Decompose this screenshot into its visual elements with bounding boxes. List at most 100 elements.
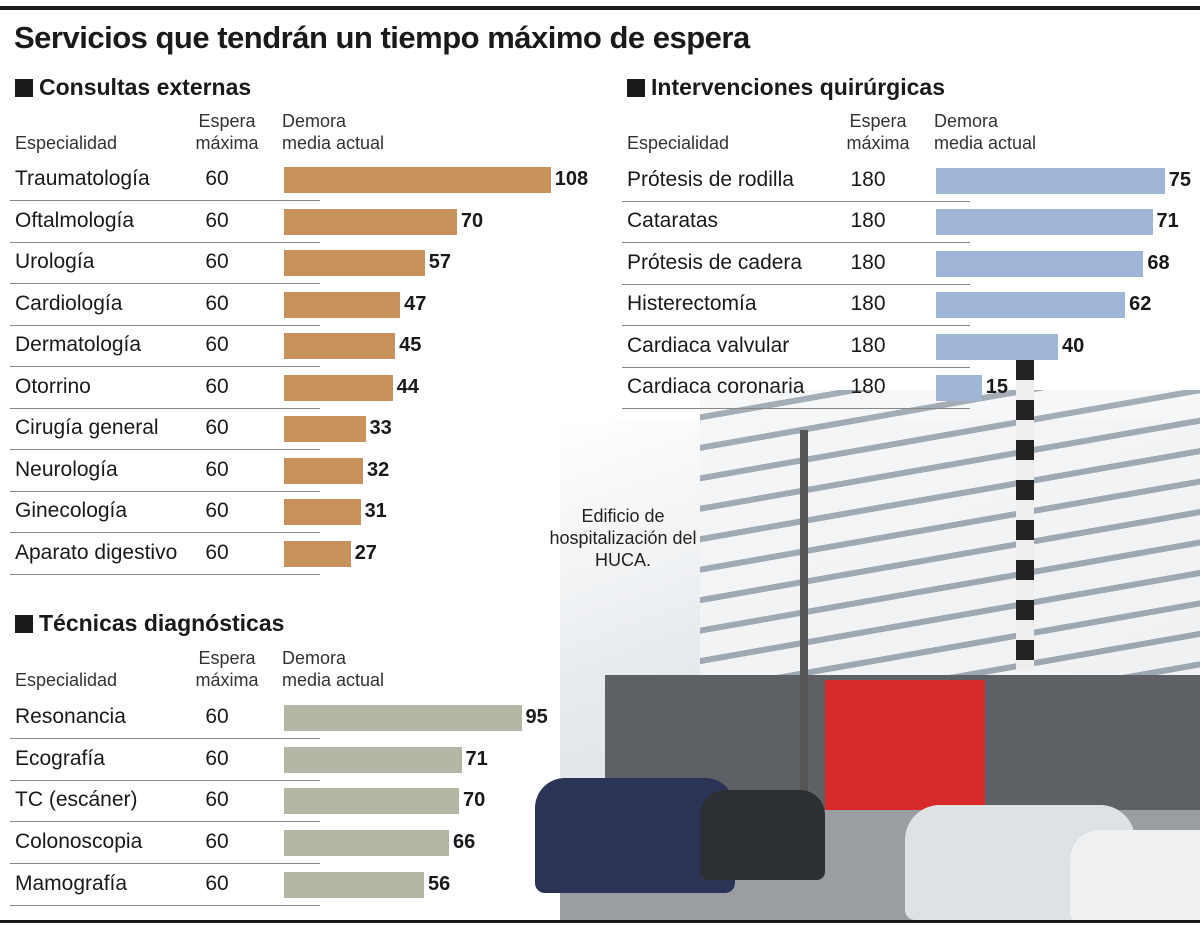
bar bbox=[284, 830, 449, 857]
value-label: 70 bbox=[463, 789, 486, 812]
category-label: Urología bbox=[15, 250, 95, 273]
panel-title: Intervenciones quirúrgicas bbox=[627, 74, 945, 101]
bar bbox=[284, 333, 396, 359]
value-label: 32 bbox=[367, 458, 390, 481]
category-label: Prótesis de cadera bbox=[627, 250, 803, 274]
car bbox=[1070, 830, 1200, 922]
row-separator bbox=[622, 325, 970, 327]
max-wait: 60 bbox=[205, 705, 229, 728]
row-separator bbox=[622, 283, 970, 285]
value-label: 45 bbox=[399, 334, 422, 356]
category-label: Oftalmología bbox=[15, 208, 135, 232]
row-separator bbox=[10, 779, 320, 781]
category-label: Ecografía bbox=[15, 746, 105, 770]
building bbox=[700, 390, 1200, 690]
row-separator bbox=[10, 738, 320, 739]
bar bbox=[284, 746, 462, 773]
value-label: 108 bbox=[554, 168, 589, 190]
bar bbox=[284, 540, 351, 567]
row-separator bbox=[10, 904, 320, 906]
max-wait: 60 bbox=[205, 499, 229, 522]
row-separator bbox=[10, 449, 320, 450]
max-wait: 180 bbox=[850, 250, 886, 274]
value-label: 15 bbox=[985, 376, 1008, 398]
category-label: Mamografía bbox=[15, 871, 128, 895]
top-rule bbox=[0, 6, 1200, 10]
category-label: Aparato digestivo bbox=[15, 540, 178, 564]
row-separator bbox=[10, 241, 320, 243]
value-label: 27 bbox=[354, 541, 377, 564]
category-label: Cardiología bbox=[15, 291, 123, 315]
category-label: Neurología bbox=[15, 457, 118, 481]
bar bbox=[936, 168, 1165, 194]
row-separator bbox=[10, 283, 320, 284]
bar bbox=[936, 292, 1126, 319]
bar bbox=[284, 374, 393, 401]
row-separator bbox=[10, 366, 320, 367]
column-header: Demora media actual bbox=[282, 111, 385, 153]
bar bbox=[936, 375, 982, 401]
row-separator bbox=[10, 532, 320, 533]
max-wait: 60 bbox=[205, 208, 229, 232]
bar bbox=[284, 167, 551, 193]
value-label: 31 bbox=[364, 500, 387, 522]
category-label: Ginecología bbox=[15, 499, 128, 522]
column-header: Especialidad bbox=[15, 670, 118, 690]
bar bbox=[284, 291, 401, 318]
photo-caption: Edificio de hospitalización del HUCA. bbox=[549, 506, 697, 570]
bar bbox=[284, 250, 425, 276]
category-label: Cirugía general bbox=[15, 416, 159, 439]
row-separator bbox=[10, 324, 320, 326]
column-header: Especialidad bbox=[15, 133, 118, 153]
max-wait: 180 bbox=[850, 333, 886, 357]
max-wait: 60 bbox=[205, 416, 229, 439]
max-wait: 60 bbox=[205, 746, 229, 770]
value-label: 47 bbox=[404, 292, 427, 315]
max-wait: 60 bbox=[205, 333, 229, 356]
bar bbox=[284, 499, 361, 525]
value-label: 71 bbox=[1156, 210, 1179, 233]
max-wait: 180 bbox=[850, 375, 886, 398]
lamp-post bbox=[800, 430, 808, 810]
value-label: 70 bbox=[460, 209, 484, 232]
column-header: Espera máxima bbox=[195, 111, 259, 153]
max-wait: 180 bbox=[850, 292, 886, 316]
red-wall bbox=[825, 680, 985, 810]
max-wait: 60 bbox=[205, 871, 229, 895]
value-label: 40 bbox=[1062, 334, 1085, 357]
panel-title: Consultas externas bbox=[15, 74, 251, 101]
value-label: 33 bbox=[369, 417, 392, 439]
column-header: Demora media actual bbox=[282, 648, 385, 690]
bar bbox=[284, 457, 364, 484]
bar bbox=[936, 333, 1058, 360]
row-separator bbox=[10, 407, 320, 409]
max-wait: 60 bbox=[205, 457, 229, 481]
category-label: Resonancia bbox=[15, 705, 126, 728]
value-label: 75 bbox=[1168, 169, 1191, 191]
category-label: Cardiaca valvular bbox=[627, 333, 790, 357]
row-separator bbox=[10, 200, 320, 201]
row-separator bbox=[622, 366, 970, 368]
row-separator bbox=[10, 573, 320, 575]
category-label: TC (escáner) bbox=[15, 788, 138, 812]
bar bbox=[936, 209, 1153, 236]
row-separator bbox=[622, 201, 970, 202]
panel-title: Técnicas diagnósticas bbox=[15, 610, 284, 637]
row-separator bbox=[10, 490, 320, 492]
column-header: Espera máxima bbox=[846, 111, 910, 153]
category-label: Cardiaca coronaria bbox=[627, 375, 805, 398]
bar bbox=[284, 871, 424, 898]
page-title: Servicios que tendrán un tiempo máximo d… bbox=[14, 20, 750, 55]
column-header: Espera máxima bbox=[195, 648, 259, 690]
building-column bbox=[1016, 360, 1034, 670]
max-wait: 60 bbox=[205, 788, 229, 812]
max-wait: 60 bbox=[205, 250, 229, 273]
value-label: 57 bbox=[428, 251, 452, 273]
value-label: 44 bbox=[396, 375, 419, 398]
value-label: 95 bbox=[525, 706, 548, 728]
bar bbox=[284, 416, 366, 442]
value-label: 66 bbox=[453, 831, 476, 854]
category-label: Dermatología bbox=[15, 333, 142, 356]
category-label: Colonoscopia bbox=[15, 830, 143, 854]
max-wait: 60 bbox=[205, 540, 229, 564]
